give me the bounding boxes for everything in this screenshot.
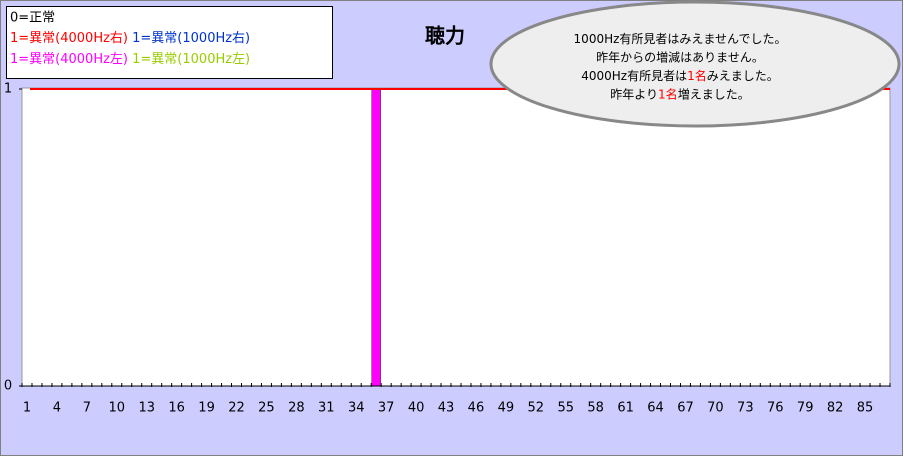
x-tick-label: 67 [677,401,694,416]
x-tick-label: 76 [767,401,784,416]
x-tick-label: 58 [587,401,604,416]
plot-area [21,87,891,387]
x-tick-label: 7 [83,401,91,416]
legend-entry: 1=異常(1000Hz右) [132,31,250,46]
x-tick-label: 4 [53,401,61,416]
x-tick-label: 64 [647,401,664,416]
x-tick-label: 85 [857,401,874,416]
x-tick-label: 28 [288,401,305,416]
legend-box [6,6,333,79]
x-tick-label: 31 [318,401,335,416]
x-tick-label: 34 [348,401,365,416]
annotation-text: 昨年からの増減はありません。 [596,49,764,64]
x-tick-label: 46 [468,401,485,416]
legend-note: 0=正常 [10,11,55,26]
x-tick-label: 16 [168,401,185,416]
legend-row: 1=異常(4000Hz右) 1=異常(1000Hz右) [10,31,250,46]
x-tick-label: 52 [528,401,545,416]
legend-entry: 1=異常(1000Hz左) [132,52,250,67]
annotation-text: 増えました。 [678,87,750,101]
x-tick-label: 25 [258,401,275,416]
annotation-text: 4000Hz有所見者は [581,69,687,83]
x-tick-label: 73 [737,401,754,416]
x-tick-label: 70 [707,401,724,416]
y-tick-label: 0 [4,379,12,394]
chart-title: 聴力 [425,24,465,48]
annotation-line: 4000Hz有所見者は1名みえました。 [581,68,779,83]
y-tick-label: 1 [4,82,12,97]
x-tick-label: 19 [198,401,215,416]
annotation-line: 昨年からの増減はありません。 [596,49,764,64]
x-tick-label: 49 [498,401,515,416]
x-tick-label: 79 [797,401,814,416]
legend-entry: 1=異常(4000Hz左) [10,52,128,67]
legend-row: 1=異常(4000Hz左) 1=異常(1000Hz左) [10,52,250,67]
annotation: 1000Hz有所見者はみえませんでした。昨年からの増減はありません。 4000Hz… [574,32,787,102]
x-tick-label: 13 [138,401,155,416]
x-tick-label: 82 [827,401,844,416]
bar [371,88,381,387]
annotation-bubble [489,0,901,128]
legend-entry: 1=異常(4000Hz右) [10,31,128,46]
annotation-text: 1000Hz有所見者はみえませんでした。 [574,32,787,46]
annotation-line: 1000Hz有所見者はみえませんでした。 [574,32,787,46]
annotation-text: 1名 [658,86,678,101]
annotation-text: 1名 [687,68,707,83]
x-tick-label: 1 [23,401,31,416]
annotation-line: 昨年より1名増えました。 [610,86,749,101]
x-tick-label: 61 [617,401,634,416]
x-tick-label: 22 [228,401,245,416]
annotation-text: みえました。 [707,69,779,83]
x-tick-label: 10 [109,401,126,416]
annotation-text: 昨年より [610,87,658,101]
x-tick-label: 55 [557,401,574,416]
x-tick-label: 37 [378,401,395,416]
x-tick-label: 43 [438,401,455,416]
x-tick-label: 40 [408,401,425,416]
